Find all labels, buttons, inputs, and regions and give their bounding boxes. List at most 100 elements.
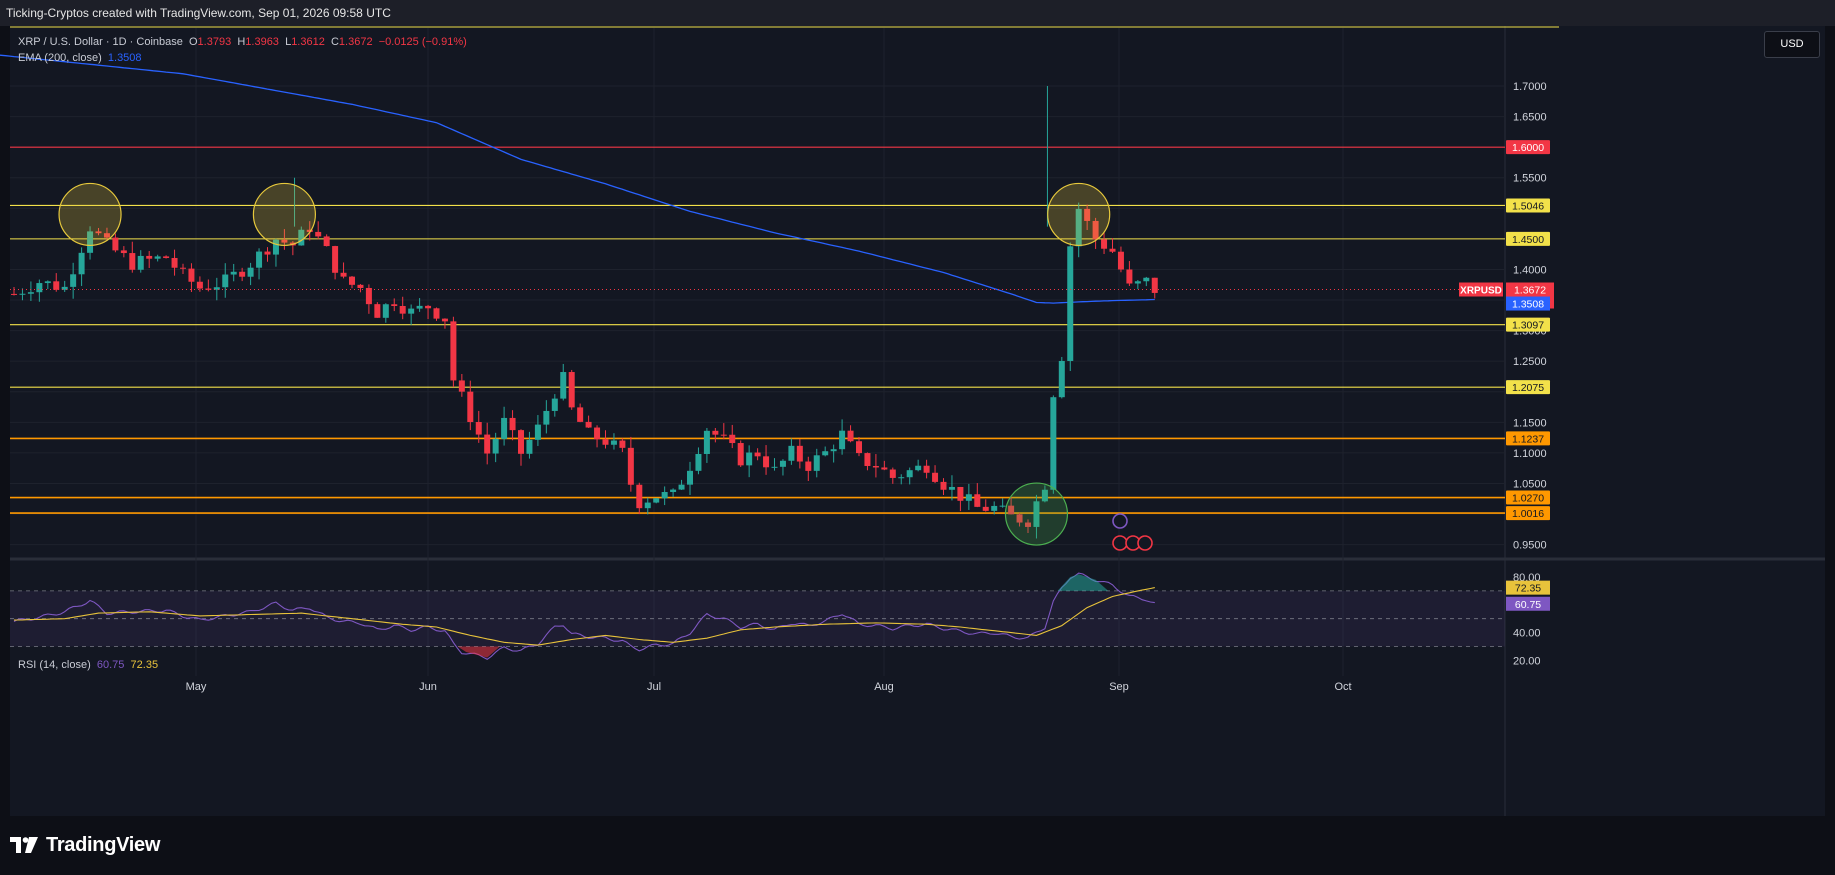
candle-body [594, 427, 601, 440]
price-axis-tick: 1.1500 [1513, 417, 1547, 429]
candle [365, 284, 372, 314]
candle-body [129, 253, 136, 270]
candle-body [872, 465, 879, 468]
candle-body [239, 271, 246, 277]
candle [788, 438, 795, 465]
candle-body [627, 447, 634, 485]
rsi-ma-line [13, 587, 1155, 646]
candle [1143, 276, 1150, 287]
candle [1109, 238, 1116, 254]
price-axis-tick: 1.6500 [1513, 112, 1547, 124]
candle [577, 403, 584, 423]
candle [991, 501, 998, 515]
candle-body [256, 251, 263, 268]
rsi-badge-text: 60.75 [1515, 599, 1541, 611]
candle-body [374, 304, 381, 318]
rsi-line [13, 572, 1155, 660]
ema-legend: EMA (200, close) 1.3508 [18, 52, 142, 64]
candle [382, 303, 389, 323]
candle [213, 277, 220, 301]
candle-body [247, 267, 254, 277]
ema-label[interactable]: EMA (200, close) [18, 52, 102, 64]
candle [636, 482, 643, 515]
candle [475, 410, 482, 443]
symbol-badge [1459, 282, 1503, 297]
candle-body [95, 231, 102, 234]
candle-body [1117, 251, 1124, 270]
symbol-label[interactable]: XRP / U.S. Dollar · 1D · Coinbase [18, 36, 183, 48]
candle [957, 486, 964, 512]
candle [678, 479, 685, 490]
ema-badge [1506, 296, 1550, 311]
close-label: C [330, 36, 339, 48]
candle [864, 452, 871, 471]
candle [1041, 485, 1048, 503]
candle-body [509, 417, 516, 431]
level-price-badge-text: 1.6000 [1512, 142, 1544, 154]
candle-body [1008, 505, 1015, 515]
candle [1084, 204, 1091, 231]
candle-body [932, 472, 939, 482]
candle-body [425, 305, 432, 309]
candle-body [1067, 246, 1074, 361]
rsi-ma-badge [1506, 580, 1550, 595]
level-price-badge [1506, 140, 1550, 155]
level-price-badge-text: 1.4500 [1512, 234, 1544, 246]
candle-body [999, 505, 1006, 507]
candle [70, 262, 77, 299]
candle [306, 221, 313, 241]
candle-body [78, 252, 85, 275]
candle [391, 298, 398, 312]
candle [1016, 512, 1023, 527]
candle-body [154, 256, 161, 259]
candle [450, 316, 457, 388]
candle-body [1134, 281, 1141, 284]
candle [484, 422, 491, 465]
candle-body [703, 430, 710, 454]
candle [948, 475, 955, 501]
candle-body [974, 494, 981, 507]
level-price-badge-text: 1.1237 [1512, 433, 1544, 445]
level-price-badge [1506, 490, 1550, 505]
candle-body [644, 502, 651, 509]
candle [982, 499, 989, 512]
candle-body [712, 430, 719, 435]
candle [425, 304, 432, 320]
candle [374, 302, 381, 318]
attribution-text: Ticking-Cryptos created with TradingView… [6, 6, 391, 20]
candle-body [982, 506, 989, 511]
price-axis-tick: 1.7000 [1513, 81, 1547, 93]
candle-body [1041, 489, 1048, 502]
price-axis-tick: 1.4000 [1513, 264, 1547, 276]
price-axis-tick: 0.9500 [1513, 540, 1547, 552]
candle [188, 263, 195, 292]
candle [78, 247, 85, 286]
currency-button[interactable]: USD [1764, 31, 1820, 58]
candle-body [602, 439, 609, 445]
candle [568, 369, 575, 410]
candle-body [1109, 248, 1116, 252]
event-lightning-icon [1112, 513, 1128, 529]
level-price-badge [1506, 317, 1550, 332]
candle [872, 454, 879, 478]
candle [171, 249, 178, 276]
candle [11, 287, 17, 296]
level-price-badge [1506, 431, 1550, 446]
candle [712, 427, 719, 443]
candle-body [146, 255, 153, 259]
candle-body [746, 452, 753, 466]
candle-body [332, 246, 339, 273]
candle [813, 448, 820, 478]
event-flag-icon [1137, 535, 1153, 551]
candle-body [779, 460, 786, 467]
candle [230, 263, 237, 282]
candle [53, 273, 60, 292]
candle [146, 251, 153, 268]
footer [0, 816, 1835, 875]
candle-body [1092, 220, 1099, 240]
rsi-label[interactable]: RSI (14, close) [18, 659, 91, 671]
candle [763, 445, 770, 475]
candle [1101, 231, 1108, 255]
candle-body [450, 321, 457, 381]
